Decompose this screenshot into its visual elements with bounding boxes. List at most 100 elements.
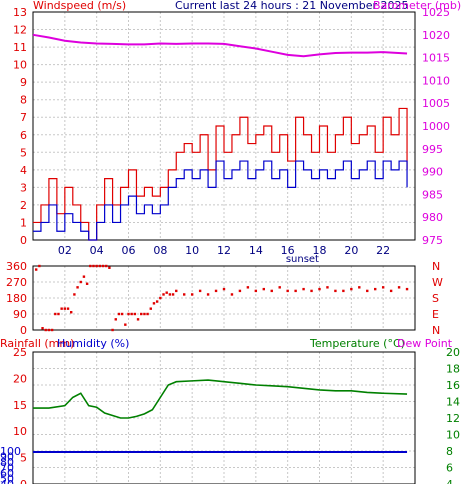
temperature-tick-label: 6	[446, 462, 453, 475]
temperature-tick-label: 18	[446, 363, 460, 376]
direction-point	[124, 323, 127, 326]
baro-tick-label: 990	[422, 166, 443, 179]
wind-tick-label: 7	[20, 111, 27, 124]
direction-point	[318, 287, 321, 291]
direction-point	[254, 289, 258, 293]
direction-point	[374, 287, 377, 291]
direction-tick-label: 90	[13, 308, 27, 321]
rain-tick-label: 10	[13, 425, 27, 438]
x-tick-label: 18	[313, 244, 327, 257]
direction-point	[114, 318, 117, 321]
compass-label: N	[432, 324, 440, 337]
direction-point	[405, 287, 409, 291]
direction-point	[63, 307, 67, 310]
sunset-label: sunset	[286, 254, 319, 265]
direction-point	[98, 264, 102, 268]
direction-point	[246, 286, 250, 289]
rain-tick-label: 0	[20, 478, 27, 484]
x-tick-label: 06	[122, 244, 136, 257]
wind-tick-label: 8	[20, 94, 27, 107]
direction-point	[92, 264, 95, 268]
direction-point	[152, 302, 156, 305]
direction-point	[294, 289, 297, 293]
direction-point	[183, 293, 186, 296]
direction-point	[60, 307, 63, 310]
compass-label: N	[432, 260, 440, 273]
humidity-tick-label: 50	[0, 473, 14, 484]
direction-point	[41, 327, 44, 330]
temperature-title: Temperature (°C)	[309, 337, 405, 350]
direction-point	[44, 328, 47, 332]
direction-point	[54, 312, 57, 316]
x-tick-label: 02	[58, 244, 72, 257]
wind-tick-label: 10	[13, 59, 27, 72]
direction-point	[70, 311, 73, 314]
x-tick-label: 08	[153, 244, 167, 257]
direction-point	[397, 286, 401, 289]
baro-tick-label: 985	[422, 188, 443, 201]
direction-point	[214, 289, 218, 293]
direction-point	[47, 328, 51, 332]
barometer-title: Barometer (mb)	[373, 0, 461, 12]
direction-point	[66, 307, 70, 310]
humidity-tick-label: 60	[0, 467, 14, 480]
wind-tick-label: 1	[20, 216, 27, 229]
direction-tick-label: 270	[6, 276, 27, 289]
baro-tick-label: 980	[422, 211, 443, 224]
direction-point	[175, 289, 178, 293]
direction-point	[34, 268, 38, 271]
baro-tick-label: 1000	[422, 120, 450, 133]
temperature-line	[33, 379, 408, 419]
direction-point	[133, 312, 137, 316]
temperature-tick-label: 14	[446, 396, 460, 409]
direction-point	[105, 264, 108, 268]
wind-tick-label: 3	[20, 181, 27, 194]
temperature-tick-label: 8	[446, 445, 453, 458]
humidity-tick-label: 40	[0, 478, 14, 484]
direction-point	[198, 289, 202, 293]
direction-point	[206, 293, 210, 296]
wind-average-line	[33, 160, 408, 241]
direction-point	[171, 293, 175, 296]
direction-point	[159, 296, 162, 300]
humidity-tick-label: 90	[0, 451, 14, 464]
direction-point	[286, 289, 289, 293]
direction-point	[162, 293, 165, 296]
wind-gust-line	[33, 107, 408, 241]
direction-point	[143, 312, 146, 316]
direction-point	[302, 287, 305, 291]
wind-tick-label: 2	[20, 199, 27, 212]
direction-point	[342, 289, 345, 293]
humidity-tick-label: 70	[0, 462, 14, 475]
direction-point	[155, 300, 159, 303]
x-tick-label: 10	[185, 244, 199, 257]
direction-point	[238, 289, 242, 293]
wind-tick-label: 5	[20, 146, 27, 159]
rain-tick-label: 5	[20, 452, 27, 465]
direction-point	[50, 328, 54, 332]
wind-tick-label: 11	[13, 41, 27, 54]
direction-point	[230, 293, 234, 296]
baro-tick-label: 1020	[422, 29, 450, 42]
wind-tick-label: 0	[20, 234, 27, 247]
wind-barometer-panel: 0123456789101112139759809859909951000100…	[13, 6, 450, 265]
direction-point	[117, 312, 121, 316]
x-tick-label: 14	[249, 244, 263, 257]
temperature-tick-label: 12	[446, 412, 460, 425]
direction-point	[350, 287, 353, 291]
direction-point	[79, 280, 82, 284]
compass-label: E	[432, 308, 439, 321]
direction-tick-label: 180	[6, 292, 27, 305]
rain-tick-label: 15	[13, 399, 27, 412]
direction-point	[89, 264, 92, 268]
direction-point	[165, 291, 168, 294]
baro-tick-label: 1005	[422, 97, 450, 110]
x-tick-label: 16	[281, 244, 295, 257]
direction-point	[262, 287, 265, 291]
direction-point	[146, 312, 149, 316]
direction-point	[381, 286, 385, 289]
dewpoint-title: Dew Point	[397, 337, 453, 350]
baro-tick-label: 1015	[422, 52, 450, 65]
x-tick-label: 12	[217, 244, 231, 257]
baro-tick-label: 1010	[422, 74, 450, 87]
